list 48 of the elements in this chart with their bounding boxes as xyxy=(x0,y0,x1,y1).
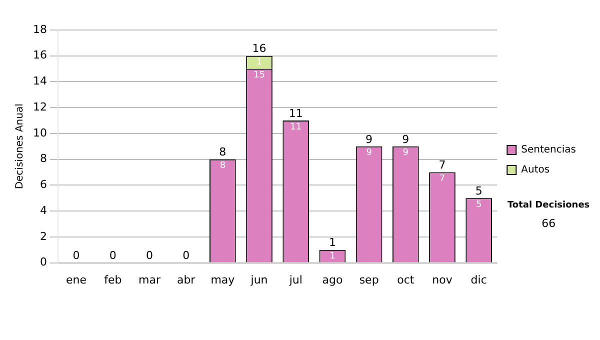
y-tick-label: 12 xyxy=(32,100,47,114)
y-tick-label: 0 xyxy=(40,256,47,269)
x-tick-label: mar xyxy=(138,273,161,286)
total-label: 0 xyxy=(146,249,153,262)
total-label: 9 xyxy=(402,132,410,146)
x-tick-label: oct xyxy=(397,273,415,286)
x-tick-label: jul xyxy=(288,273,302,286)
data-label: 5 xyxy=(476,200,482,210)
y-tick-label: 6 xyxy=(40,178,47,192)
y-tick-label: 18 xyxy=(32,22,47,36)
text: Total Decisiones xyxy=(507,200,590,210)
data-label: 9 xyxy=(366,148,372,158)
y-tick-label: 16 xyxy=(32,48,47,62)
y-tick-label: 4 xyxy=(40,204,47,217)
total-label: 11 xyxy=(288,106,303,120)
y-axis-title: Decisiones Anual xyxy=(14,104,26,190)
total-label: 0 xyxy=(72,249,80,262)
x-tick-label: ene xyxy=(66,273,87,286)
x-tick-label: may xyxy=(210,273,236,286)
x-tick-label: sep xyxy=(359,273,379,286)
x-tick-label: nov xyxy=(432,273,453,286)
x-tick-label: abr xyxy=(176,273,196,286)
total-label: 1 xyxy=(328,236,336,250)
total-label: 5 xyxy=(475,184,482,198)
data-label: 7 xyxy=(439,174,446,184)
total-label: 8 xyxy=(219,146,226,159)
data-label: 1 xyxy=(256,58,262,68)
total-label: 16 xyxy=(252,42,266,56)
data-label: 9 xyxy=(402,148,409,158)
legend-label: Autos xyxy=(521,164,550,176)
legend-label: Sentencias xyxy=(521,144,576,156)
total-label: 9 xyxy=(366,132,373,146)
x-tick-label: feb xyxy=(104,273,122,286)
data-label: 15 xyxy=(254,70,265,81)
y-tick-label: 8 xyxy=(40,152,47,166)
y-tick-label: 10 xyxy=(32,126,47,140)
y-tick-label: 2 xyxy=(40,230,47,243)
data-label: 8 xyxy=(220,161,226,172)
y-tick-label: 14 xyxy=(32,74,47,88)
x-tick-label: dic xyxy=(470,273,487,286)
x-tick-label: ago xyxy=(322,273,343,286)
total-label: 0 xyxy=(182,249,190,262)
text: 66 xyxy=(542,216,556,230)
data-label: 11 xyxy=(290,122,302,132)
data-label: 1 xyxy=(330,252,336,262)
total-label: 7 xyxy=(438,158,446,172)
x-tick-label: jun xyxy=(250,273,268,286)
total-label: 0 xyxy=(109,249,116,262)
